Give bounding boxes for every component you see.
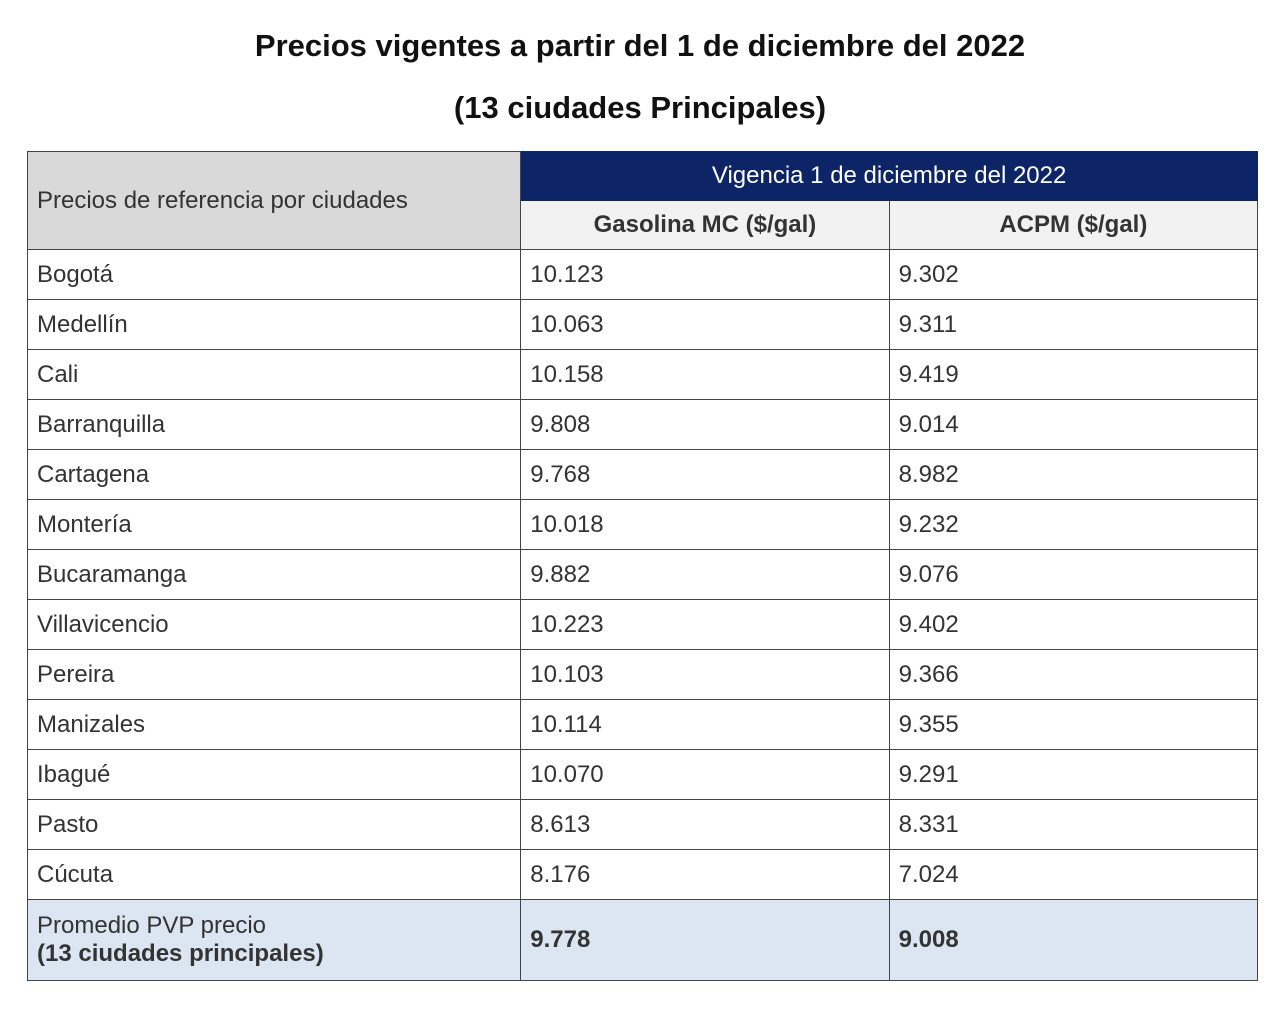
price-cell: 10.223 bbox=[520, 599, 890, 650]
price-cell: 10.063 bbox=[520, 299, 890, 350]
price-cell: 8.176 bbox=[520, 849, 890, 900]
city-cell: Medellín bbox=[26, 299, 522, 350]
price-cell: 10.103 bbox=[520, 649, 890, 700]
price-cell: 9.302 bbox=[888, 249, 1259, 300]
price-cell: 9.232 bbox=[888, 499, 1259, 550]
price-cell: 9.366 bbox=[888, 649, 1259, 700]
price-cell: 9.014 bbox=[888, 399, 1259, 450]
table-row: Ibagué 10.070 9.291 bbox=[26, 749, 1259, 800]
corner-header: Precios de referencia por ciudades bbox=[26, 151, 522, 250]
table-row: Medellín 10.063 9.311 bbox=[26, 299, 1259, 350]
subtitle: (13 ciudades Principales) bbox=[453, 90, 827, 125]
price-cell: 10.123 bbox=[520, 249, 890, 300]
price-cell: 10.018 bbox=[520, 499, 890, 550]
price-cell: 9.402 bbox=[888, 599, 1259, 650]
city-cell: Manizales bbox=[26, 699, 522, 750]
column-header: Gasolina MC ($/gal) bbox=[520, 200, 890, 250]
column-header: ACPM ($/gal) bbox=[888, 200, 1259, 250]
city-cell: Cúcuta bbox=[26, 849, 522, 900]
city-cell: Bogotá bbox=[26, 249, 522, 300]
price-cell: 9.311 bbox=[888, 299, 1259, 350]
price-cell: 10.158 bbox=[520, 349, 890, 400]
table-row: Barranquilla 9.808 9.014 bbox=[26, 399, 1259, 450]
city-cell: Cartagena bbox=[26, 449, 522, 500]
price-cell: 10.114 bbox=[520, 699, 890, 750]
city-cell: Montería bbox=[26, 499, 522, 550]
footer-value: 9.778 bbox=[520, 899, 890, 981]
table-body: Bogotá 10.123 9.302 Medellín 10.063 9.311 Cali… bbox=[26, 249, 1259, 981]
price-cell: 7.024 bbox=[888, 849, 1259, 900]
price-cell: 9.419 bbox=[888, 349, 1259, 400]
table-row: Montería 10.018 9.232 bbox=[26, 499, 1259, 550]
city-cell: Pereira bbox=[26, 649, 522, 700]
price-cell: 9.291 bbox=[888, 749, 1259, 800]
footer-row: Promedio PVP precio (13 ciudades principa… bbox=[26, 899, 1259, 981]
price-cell: 10.070 bbox=[520, 749, 890, 800]
footer-label: Promedio PVP precio (13 ciudades principa… bbox=[26, 899, 522, 981]
city-cell: Barranquilla bbox=[26, 399, 522, 450]
table-row: Manizales 10.114 9.355 bbox=[26, 699, 1259, 750]
price-cell: 8.982 bbox=[888, 449, 1259, 500]
footer-label-line: (13 ciudades principales) bbox=[37, 940, 324, 967]
city-cell: Cali bbox=[26, 349, 522, 400]
title: Precios vigentes a partir del 1 de dicie… bbox=[254, 28, 1026, 63]
price-table: Precios de referencia por ciudades Vigen… bbox=[26, 151, 1259, 981]
table-row: Pereira 10.103 9.366 bbox=[26, 649, 1259, 700]
price-cell: 9.076 bbox=[888, 549, 1259, 600]
table-row: Pasto 8.613 8.331 bbox=[26, 799, 1259, 850]
price-cell: 9.882 bbox=[520, 549, 890, 600]
footer-label-line: Promedio PVP precio bbox=[37, 912, 267, 939]
group-header: Vigencia 1 de diciembre del 2022 bbox=[520, 151, 1258, 201]
table-row: Cartagena 9.768 8.982 bbox=[26, 449, 1259, 500]
table-row: Bogotá 10.123 9.302 bbox=[26, 249, 1259, 300]
price-cell: 9.808 bbox=[520, 399, 890, 450]
price-cell: 9.355 bbox=[888, 699, 1259, 750]
price-cell: 8.331 bbox=[888, 799, 1259, 850]
city-cell: Pasto bbox=[26, 799, 522, 850]
city-cell: Bucaramanga bbox=[26, 549, 522, 600]
table-row: Cali 10.158 9.419 bbox=[26, 349, 1259, 400]
table-row: Cúcuta 8.176 7.024 bbox=[26, 849, 1259, 900]
table-row: Bucaramanga 9.882 9.076 bbox=[26, 549, 1259, 600]
city-cell: Ibagué bbox=[26, 749, 522, 800]
table-row: Villavicencio 10.223 9.402 bbox=[26, 599, 1259, 650]
city-cell: Villavicencio bbox=[26, 599, 522, 650]
price-cell: 9.768 bbox=[520, 449, 890, 500]
footer-value: 9.008 bbox=[888, 899, 1259, 981]
price-cell: 8.613 bbox=[520, 799, 890, 850]
